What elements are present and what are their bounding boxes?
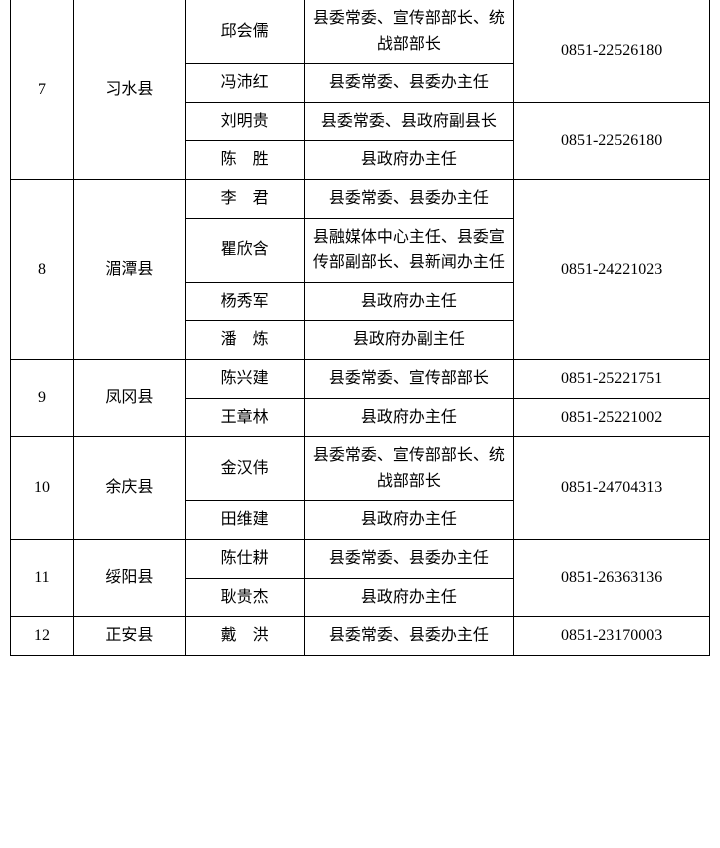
title-cell: 县委常委、宣传部部长 <box>304 359 514 398</box>
name-cell: 戴 洪 <box>185 617 304 656</box>
table-row: 11绥阳县陈仕耕县委常委、县委办主任0851-26363136 <box>11 539 710 578</box>
title-cell: 县委常委、县政府副县长 <box>304 102 514 141</box>
title-cell: 县委常委、县委办主任 <box>304 539 514 578</box>
index-cell: 10 <box>11 437 74 540</box>
officials-table: 7习水县邱会儒县委常委、宣传部部长、统战部部长0851-22526180冯沛红县… <box>10 0 710 656</box>
county-cell: 正安县 <box>73 617 185 656</box>
title-cell: 县委常委、宣传部部长、统战部部长 <box>304 437 514 501</box>
name-cell: 陈 胜 <box>185 141 304 180</box>
name-cell: 瞿欣含 <box>185 218 304 282</box>
phone-cell: 0851-22526180 <box>514 0 710 102</box>
county-cell: 习水县 <box>73 0 185 179</box>
name-cell: 陈仕耕 <box>185 539 304 578</box>
phone-cell: 0851-26363136 <box>514 539 710 616</box>
title-cell: 县政府办主任 <box>304 398 514 437</box>
table-row: 8湄潭县李 君县委常委、县委办主任0851-24221023 <box>11 179 710 218</box>
index-cell: 12 <box>11 617 74 656</box>
name-cell: 耿贵杰 <box>185 578 304 617</box>
county-cell: 余庆县 <box>73 437 185 540</box>
phone-cell: 0851-23170003 <box>514 617 710 656</box>
index-cell: 8 <box>11 179 74 359</box>
name-cell: 冯沛红 <box>185 64 304 103</box>
title-cell: 县融媒体中心主任、县委宣传部副部长、县新闻办主任 <box>304 218 514 282</box>
phone-cell: 0851-24221023 <box>514 179 710 359</box>
phone-cell: 0851-24704313 <box>514 437 710 540</box>
name-cell: 刘明贵 <box>185 102 304 141</box>
name-cell: 邱会儒 <box>185 0 304 64</box>
index-cell: 11 <box>11 539 74 616</box>
county-cell: 凤冈县 <box>73 359 185 436</box>
phone-cell: 0851-25221002 <box>514 398 710 437</box>
title-cell: 县委常委、宣传部部长、统战部部长 <box>304 0 514 64</box>
name-cell: 田维建 <box>185 501 304 540</box>
index-cell: 7 <box>11 0 74 179</box>
phone-cell: 0851-22526180 <box>514 102 710 179</box>
table-row: 12正安县戴 洪县委常委、县委办主任0851-23170003 <box>11 617 710 656</box>
name-cell: 王章林 <box>185 398 304 437</box>
title-cell: 县政府办主任 <box>304 501 514 540</box>
name-cell: 杨秀军 <box>185 282 304 321</box>
title-cell: 县委常委、县委办主任 <box>304 617 514 656</box>
title-cell: 县政府办主任 <box>304 282 514 321</box>
table-row: 9凤冈县陈兴建县委常委、宣传部部长0851-25221751 <box>11 359 710 398</box>
title-cell: 县政府办副主任 <box>304 321 514 360</box>
title-cell: 县政府办主任 <box>304 578 514 617</box>
name-cell: 陈兴建 <box>185 359 304 398</box>
name-cell: 潘 炼 <box>185 321 304 360</box>
name-cell: 金汉伟 <box>185 437 304 501</box>
table-row: 7习水县邱会儒县委常委、宣传部部长、统战部部长0851-22526180 <box>11 0 710 64</box>
title-cell: 县委常委、县委办主任 <box>304 64 514 103</box>
phone-cell: 0851-25221751 <box>514 359 710 398</box>
county-cell: 绥阳县 <box>73 539 185 616</box>
table-row: 10余庆县金汉伟县委常委、宣传部部长、统战部部长0851-24704313 <box>11 437 710 501</box>
county-cell: 湄潭县 <box>73 179 185 359</box>
index-cell: 9 <box>11 359 74 436</box>
name-cell: 李 君 <box>185 179 304 218</box>
title-cell: 县政府办主任 <box>304 141 514 180</box>
title-cell: 县委常委、县委办主任 <box>304 179 514 218</box>
